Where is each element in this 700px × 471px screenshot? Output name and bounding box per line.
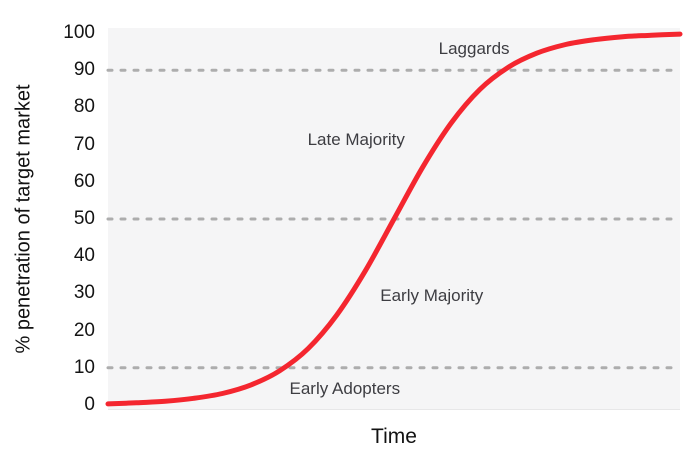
annotation-early-majority: Early Majority — [380, 286, 484, 305]
y-tick-label-80: 80 — [73, 96, 95, 118]
y-tick-label-90: 90 — [73, 59, 95, 81]
curve-canvas — [105, 31, 683, 407]
plot-area: Laggards Late Majority Early Majority Early… — [105, 28, 683, 410]
y-tick-label-50: 50 — [73, 208, 95, 229]
x-axis-title: Time — [371, 425, 417, 448]
annotation-late-majority: Late Majority — [307, 130, 405, 150]
y-tick-label-20: 20 — [73, 319, 95, 341]
y-tick-label-60: 60 — [73, 170, 95, 192]
y-tick-label-70: 70 — [73, 133, 95, 155]
annotation-early-adopters: Early Adopters — [289, 379, 401, 398]
y-tick-label-40: 40 — [73, 245, 95, 267]
y-tick-label-30: 30 — [73, 282, 95, 304]
y-tick-label-100: 100 — [63, 22, 95, 43]
y-tick-label-0: 0 — [84, 394, 95, 415]
y-tick-label-10: 10 — [73, 356, 95, 378]
adoption-curve-line — [105, 31, 683, 407]
annotation-laggards: Laggards — [438, 38, 510, 58]
